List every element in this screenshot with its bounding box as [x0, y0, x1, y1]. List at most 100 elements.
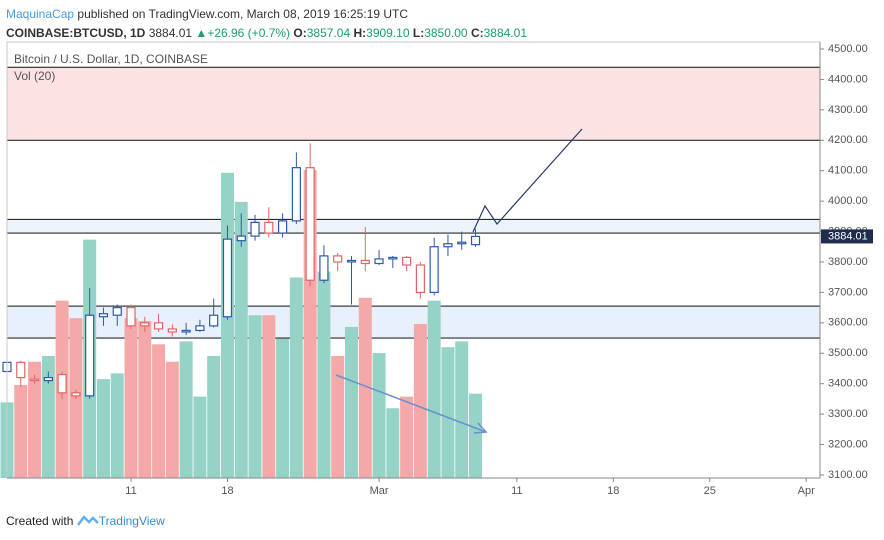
candle-body [222, 238, 233, 318]
x-tick-label: Mar [370, 485, 389, 497]
candle-body [291, 167, 301, 222]
zones [6, 66, 821, 339]
x-tick-label: 25 [704, 485, 716, 497]
x-tick-label: 18 [221, 485, 233, 497]
volume-bar [110, 373, 124, 478]
y-tick-label: 3300.00 [828, 408, 868, 420]
volume-bar [28, 361, 42, 478]
y-tick-label: 4200.00 [828, 134, 868, 146]
volume-bar [234, 201, 248, 478]
volume-bar [331, 355, 345, 478]
y-tick-label: 3600.00 [828, 317, 868, 329]
candle-body [374, 258, 384, 265]
created: Created with [6, 514, 74, 528]
candle-body [250, 221, 260, 237]
candle-body [98, 313, 109, 318]
candle-body [85, 314, 95, 397]
candles [2, 143, 481, 399]
volume-bar [441, 347, 455, 478]
y-tick-label: 3100.00 [828, 469, 868, 481]
volume-label: Vol (20) [14, 69, 55, 83]
ohlc-label: L: [412, 26, 425, 40]
candle-body [71, 392, 81, 397]
candle-body [236, 235, 246, 242]
ohlc-value: 3909.10 [366, 26, 410, 40]
volume [0, 169, 483, 479]
candle-body [429, 246, 439, 294]
candle-body [43, 376, 53, 382]
volume-bar [413, 323, 427, 478]
volume-bar [372, 353, 386, 478]
ohlc-value: 3857.04 [306, 26, 351, 40]
volume-bar [427, 300, 441, 478]
header-line-1: MaquinaCap published on TradingView.com,… [6, 5, 527, 24]
y-tick-label: 4500.00 [828, 43, 868, 55]
candle-body [126, 307, 136, 327]
candle-body [195, 325, 205, 332]
y-tick-label: 3500.00 [828, 347, 868, 359]
volume-bar [14, 384, 28, 478]
volume-bar [400, 396, 414, 478]
zone [6, 218, 821, 234]
volume-bar [317, 271, 331, 478]
candle-body [277, 220, 288, 234]
x-tick-label: Apr [798, 485, 815, 497]
last: 3884.01 [148, 26, 193, 40]
y-tick-label: 4300.00 [828, 104, 868, 116]
logo [76, 515, 99, 526]
y-tick-label: 4000.00 [828, 195, 868, 207]
y-tick-label: 4100.00 [828, 165, 868, 177]
candle-body [57, 373, 67, 394]
y-tick-label: 3700.00 [828, 286, 868, 298]
volume-bar [220, 172, 234, 479]
candle-body [388, 256, 398, 260]
zone [6, 66, 821, 141]
volume-bar [193, 396, 207, 478]
change: +26.96 (+0.7%) [207, 26, 291, 40]
volume-bar [276, 338, 290, 478]
x-tick-label: 11 [511, 485, 522, 497]
candle-body [402, 256, 412, 266]
candle-body [16, 361, 26, 379]
x-tick-label: 18 [607, 485, 619, 497]
candle-body [264, 221, 274, 234]
y-tick-label: 3800.00 [828, 256, 868, 268]
header-line-2: COINBASE:BTCUSD, 1D 3884.01 ▲+26.96 (+0.… [6, 24, 527, 43]
candle-body [29, 378, 40, 382]
ohlc-value: 3884.01 [483, 26, 527, 40]
candle-body [112, 307, 122, 316]
volume-bar [179, 341, 193, 478]
publisher[interactable]: MaquinaCap [6, 7, 75, 21]
candle-body [209, 314, 219, 327]
candle-body [153, 322, 164, 330]
volume-bar [289, 277, 303, 478]
change-arrow: ▲ [195, 26, 208, 40]
x-tick-label: 11 [125, 485, 136, 497]
candle-body [167, 328, 177, 333]
arrow-head [473, 422, 488, 434]
volume-bar [358, 297, 372, 478]
candle-body [140, 322, 150, 327]
candle-body [470, 235, 481, 246]
y-tick-label: 3400.00 [828, 378, 868, 390]
footer: Created with TradingView [6, 514, 165, 528]
candle-body [181, 329, 191, 333]
candle-body [443, 243, 453, 248]
candle-body [319, 255, 329, 281]
volume-bar [262, 315, 276, 478]
candle-body [305, 167, 315, 281]
last-price-box [821, 229, 873, 244]
published: published on TradingView.com, March 08, … [77, 7, 409, 21]
ohlc-label: O: [293, 26, 307, 40]
candle-body [346, 259, 357, 263]
y-tick-label: 3200.00 [828, 438, 868, 450]
volume-bar [152, 344, 166, 478]
volume-bar [207, 355, 221, 478]
ohlc-label: H: [353, 26, 367, 40]
symbol: COINBASE:BTCUSD, 1D [6, 26, 146, 40]
volume-bar [455, 341, 469, 478]
y-tick-label: 4400.00 [828, 73, 868, 85]
brand[interactable]: TradingView [98, 514, 165, 528]
volume-bar [138, 321, 152, 478]
volume-bar [124, 318, 138, 478]
